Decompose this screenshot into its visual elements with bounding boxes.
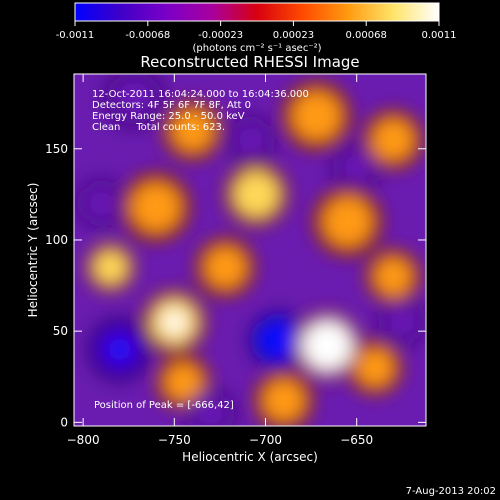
date-stamp: 7-Aug-2013 20:02 xyxy=(406,486,496,497)
y-tick-label: 150 xyxy=(45,142,68,156)
y-tick-label: 100 xyxy=(45,233,68,247)
emission-core xyxy=(267,329,290,352)
info-energy-range: Energy Range: 25.0 - 50.0 keV xyxy=(92,111,245,122)
info-block: 12-Oct-2011 16:04:24.000 to 16:04:36.000… xyxy=(92,89,309,411)
colorbar-tick-label: -0.0011 xyxy=(56,30,95,41)
info-clean-counts: Clean Total counts: 623. xyxy=(92,122,225,133)
image-panel xyxy=(74,74,426,426)
emission-map xyxy=(76,74,426,426)
emission-blob xyxy=(192,395,230,426)
emission-blob xyxy=(83,185,120,222)
colorbar-tick-label: -0.00023 xyxy=(198,30,243,41)
emission-blob xyxy=(384,303,421,341)
emission-blob xyxy=(163,362,204,403)
emission-blob xyxy=(373,256,414,297)
colorbar-tick-label: 0.00023 xyxy=(273,30,314,41)
colorbar-unit-label: (photons cm⁻² s⁻¹ asec⁻²) xyxy=(192,43,321,54)
emission-blob xyxy=(354,347,395,388)
emission-blob xyxy=(170,108,215,153)
x-tick-label: −800 xyxy=(67,433,100,447)
info-time-range: 12-Oct-2011 16:04:24.000 to 16:04:36.000 xyxy=(92,89,309,100)
info-detectors: Detectors: 4F 5F 6F 7F 8F, Att 0 xyxy=(92,100,251,111)
emission-blob xyxy=(232,170,281,219)
emission-core xyxy=(107,337,132,362)
emission-blob xyxy=(291,90,343,142)
emission-blob xyxy=(112,75,157,120)
x-tick-label: −700 xyxy=(249,433,282,447)
colorbar-tick-label: -0.00068 xyxy=(125,30,170,41)
colorbar-ticks: -0.0011 -0.00068 -0.00023 0.00023 0.00068 0.0… xyxy=(56,21,457,41)
emission-blob xyxy=(92,249,129,286)
emission-blob xyxy=(203,245,248,290)
colorbar-tick-label: 0.00068 xyxy=(346,30,387,41)
emission-core xyxy=(162,310,187,334)
x-tick-label: −750 xyxy=(158,433,191,447)
plot-title: Reconstructed RHESSI Image xyxy=(140,53,359,71)
x-tick-label: −650 xyxy=(340,433,373,447)
y-axis-ticks: 0 50 100 150 xyxy=(45,142,426,429)
emission-blob xyxy=(261,378,306,423)
x-axis-ticks: −800 −750 −700 −650 xyxy=(67,74,373,447)
y-tick-label: 50 xyxy=(53,324,68,338)
emission-blob xyxy=(322,196,374,248)
colorbar-strip xyxy=(74,2,440,22)
x-axis-label: Heliocentric X (arcsec) xyxy=(182,450,318,464)
colorbar: -0.0011 -0.00068 -0.00023 0.00023 0.00068 0.0… xyxy=(56,2,457,54)
emission-blob xyxy=(130,181,182,233)
y-axis-label: Heliocentric Y (arcsec) xyxy=(26,183,40,318)
emission-blob xyxy=(232,121,270,158)
y-tick-label: 0 xyxy=(60,415,68,429)
emission-core xyxy=(314,332,341,359)
emission-blob xyxy=(338,148,375,186)
plot-frame xyxy=(73,73,427,427)
colorbar-tick-label: 0.0011 xyxy=(422,30,457,41)
info-peak-position: Position of Peak = [-666,42] xyxy=(94,400,234,411)
emission-blob xyxy=(371,117,416,162)
